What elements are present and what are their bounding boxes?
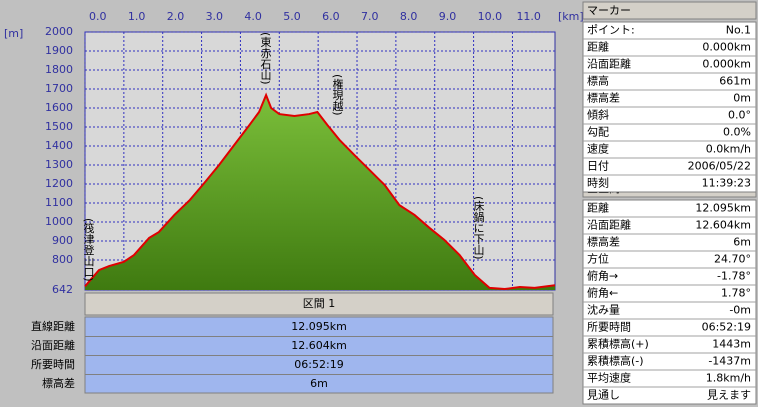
panel-value: 6m: [733, 236, 751, 249]
y-tick-label: 1400: [45, 139, 73, 152]
panel-value: 0.0km/h: [706, 143, 751, 156]
panel-label: 俯角←: [587, 286, 618, 300]
panel-label: 俯角→: [587, 269, 618, 283]
row-value: 12.604km: [291, 339, 347, 352]
y-tick-label: 1700: [45, 82, 73, 95]
panel-label: 速度: [587, 142, 609, 156]
panel-value: No.1: [726, 24, 751, 37]
x-tick-label: 0.0: [89, 10, 107, 23]
panel-value: 12.604km: [695, 219, 751, 232]
x-tick-label: 5.0: [283, 10, 301, 23]
profile-line: [84, 92, 556, 291]
panel-value: 1443m: [712, 338, 751, 351]
row-label: 沿面距離: [31, 338, 75, 352]
panel-label: 標高差: [587, 91, 620, 105]
panel-value: 1.8km/h: [706, 372, 751, 385]
x-tick-label: 2.0: [167, 10, 185, 23]
y-tick-label: 1300: [45, 158, 73, 171]
y-tick-label: 642: [52, 283, 73, 296]
panel-label: 標高: [587, 74, 609, 88]
panel-value: 0.0%: [723, 126, 751, 139]
panel-value: -1.78°: [717, 270, 751, 283]
panel-label: 所要時間: [587, 321, 631, 334]
x-tick-label: 4.0: [244, 10, 262, 23]
panel-label: 距離: [587, 201, 609, 215]
row-value: 6m: [310, 377, 328, 390]
y-tick-label: 1000: [45, 215, 73, 228]
panel-label: 累積標高(+): [587, 337, 649, 351]
panel-value: 2006/05/22: [688, 160, 751, 173]
row-label: 所要時間: [31, 358, 75, 371]
panel-label: 累積標高(-): [587, 354, 644, 368]
panel-value: 見えます: [707, 389, 751, 402]
y-axis-label: [m]: [4, 27, 23, 40]
panel-value: 12.095km: [695, 202, 751, 215]
annotation: (権現越): [331, 74, 344, 116]
panel-label: 勾配: [587, 126, 609, 139]
x-tick-label: 6.0: [322, 10, 340, 23]
panel-label: 見通し: [587, 389, 620, 402]
panel-value: -0m: [729, 304, 751, 317]
panel-label: 時刻: [587, 176, 609, 190]
row-value: 06:52:19: [294, 358, 343, 371]
x-tick-label: 8.0: [400, 10, 418, 23]
panel-value: 0.0°: [728, 109, 751, 122]
x-tick-label: 7.0: [361, 10, 379, 23]
annotation: (床鍋に下山): [472, 196, 485, 260]
y-tick-label: 1500: [45, 120, 73, 133]
y-tick-label: 1200: [45, 177, 73, 190]
panel-label: 距離: [587, 40, 609, 54]
x-tick-label: 9.0: [439, 10, 457, 23]
section-header: [84, 292, 554, 316]
panel-label: 沿面距離: [587, 57, 631, 71]
panel-value: 24.70°: [714, 253, 751, 266]
profile-area: [85, 95, 555, 291]
x-tick-label: 3.0: [206, 10, 224, 23]
row-value: 12.095km: [291, 320, 347, 333]
panel-label: ポイント:: [587, 24, 635, 37]
panel-value: 06:52:19: [702, 321, 751, 334]
y-tick-label: 2000: [45, 25, 73, 38]
row-label: 直線距離: [31, 319, 75, 333]
y-tick-label: 1800: [45, 63, 73, 76]
panel-value: 11:39:23: [702, 177, 751, 190]
section-title: 区間 1: [303, 297, 336, 310]
panel-label: 沿面距離: [587, 218, 631, 232]
y-tick-label: 900: [52, 234, 73, 247]
x-tick-label: 10.0: [478, 10, 503, 23]
row-label: 標高差: [42, 376, 75, 390]
panel-value: 0.000km: [702, 41, 751, 54]
x-tick-label: 1.0: [128, 10, 146, 23]
annotation: (筏津登山口): [82, 218, 95, 282]
panel-label: 標高差: [587, 235, 620, 249]
panel-label: 平均速度: [587, 371, 631, 385]
y-tick-label: 800: [52, 253, 73, 266]
panel-label: 方位: [587, 252, 609, 266]
panel-value: 1.78°: [721, 287, 751, 300]
y-tick-label: 1600: [45, 101, 73, 114]
panel-label: 日付: [587, 160, 609, 173]
y-tick-label: 1900: [45, 44, 73, 57]
x-axis-label: [km]: [558, 10, 584, 23]
panel-label: 沈み量: [587, 303, 620, 317]
y-tick-label: 1100: [45, 196, 73, 209]
annotation: (東赤石山): [259, 32, 272, 85]
marker-title: マーカー: [587, 4, 631, 17]
panel-value: 0.000km: [702, 58, 751, 71]
x-tick-label: 11.0: [516, 10, 541, 23]
marker-header: [582, 1, 757, 20]
panel-value: -1437m: [708, 355, 751, 368]
panel-value: 0m: [733, 92, 751, 105]
panel-label: 傾斜: [587, 108, 609, 122]
panel-value: 661m: [719, 75, 751, 88]
